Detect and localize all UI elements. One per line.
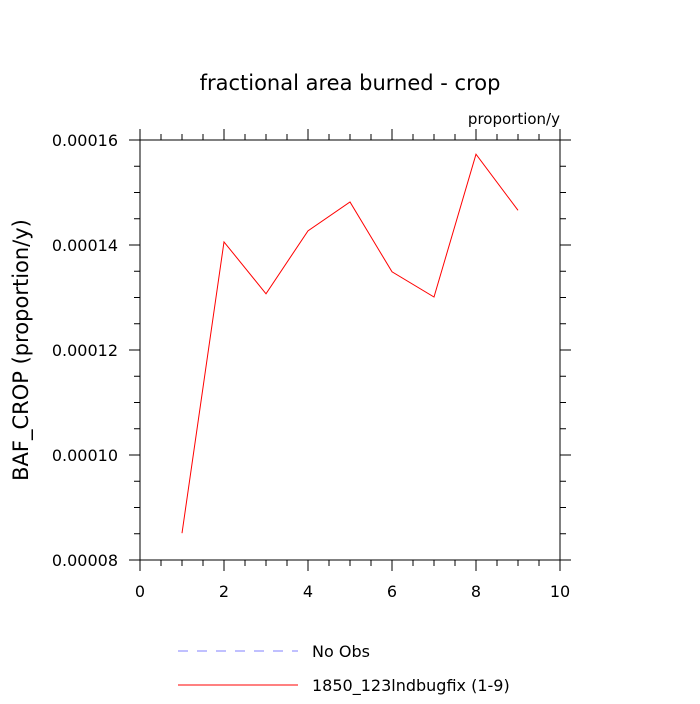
x-tick-label: 4: [303, 582, 313, 601]
y-tick-label: 0.00008: [52, 551, 118, 570]
y-tick-label: 0.00012: [52, 341, 118, 360]
legend-label: 1850_123lndbugfix (1-9): [312, 676, 510, 696]
units-label: proportion/y: [468, 110, 560, 128]
y-tick-label: 0.00016: [52, 131, 118, 150]
y-tick-label: 0.00010: [52, 446, 118, 465]
x-tick-label: 0: [135, 582, 145, 601]
y-axis-label: BAF_CROP (proportion/y): [9, 219, 34, 481]
plot-frame: [140, 140, 560, 560]
x-tick-label: 6: [387, 582, 397, 601]
plot-area: 0 2 4 6 8 10 0.00008 0.00010 0.00012 0.00014 0.000…: [52, 129, 571, 601]
x-tick-label: 2: [219, 582, 229, 601]
legend-label: No Obs: [312, 642, 370, 661]
legend: No Obs 1850_123lndbugfix (1-9): [178, 642, 510, 696]
series-line: [182, 154, 518, 533]
y-tick-label: 0.00014: [52, 236, 118, 255]
chart-title: fractional area burned - crop: [200, 71, 501, 95]
x-tick-label: 8: [471, 582, 481, 601]
x-tick-label: 10: [550, 582, 570, 601]
